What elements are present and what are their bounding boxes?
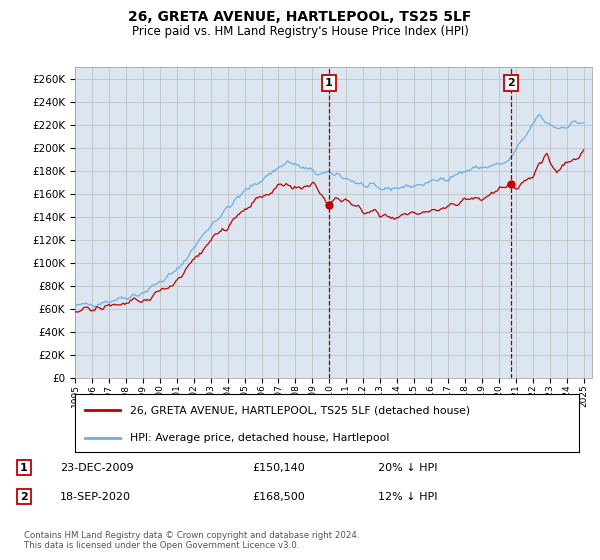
Text: £168,500: £168,500: [252, 492, 305, 502]
Text: 2: 2: [507, 78, 515, 88]
Text: 1: 1: [325, 78, 333, 88]
Text: 26, GRETA AVENUE, HARTLEPOOL, TS25 5LF (detached house): 26, GRETA AVENUE, HARTLEPOOL, TS25 5LF (…: [130, 405, 470, 415]
Text: 26, GRETA AVENUE, HARTLEPOOL, TS25 5LF: 26, GRETA AVENUE, HARTLEPOOL, TS25 5LF: [128, 10, 472, 24]
Text: 23-DEC-2009: 23-DEC-2009: [60, 463, 134, 473]
Text: HPI: Average price, detached house, Hartlepool: HPI: Average price, detached house, Hart…: [130, 433, 390, 443]
Text: Contains HM Land Registry data © Crown copyright and database right 2024.
This d: Contains HM Land Registry data © Crown c…: [24, 530, 359, 550]
Text: 20% ↓ HPI: 20% ↓ HPI: [378, 463, 437, 473]
Text: 18-SEP-2020: 18-SEP-2020: [60, 492, 131, 502]
Text: 2: 2: [20, 492, 28, 502]
Text: 1: 1: [20, 463, 28, 473]
Text: £150,140: £150,140: [252, 463, 305, 473]
Text: Price paid vs. HM Land Registry's House Price Index (HPI): Price paid vs. HM Land Registry's House …: [131, 25, 469, 38]
Text: 12% ↓ HPI: 12% ↓ HPI: [378, 492, 437, 502]
